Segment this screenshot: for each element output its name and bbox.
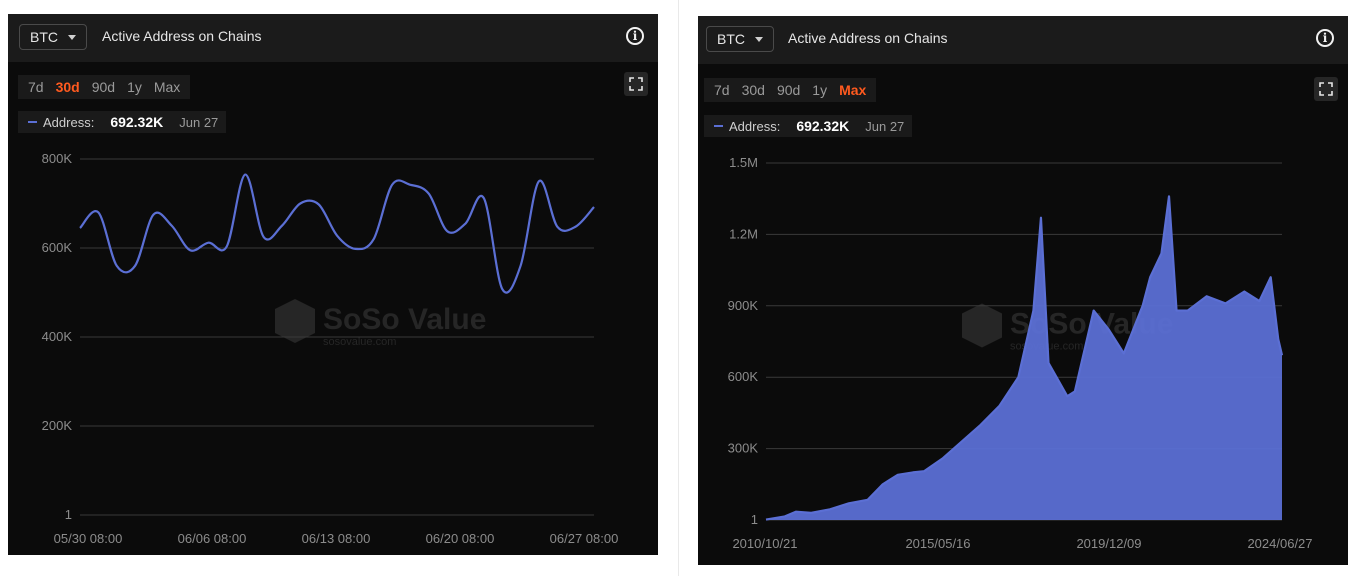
range-tab-1y[interactable]: 1y — [812, 82, 828, 98]
y-tick-label: 400K — [42, 329, 73, 344]
x-tick-label: 2019/12/09 — [1076, 536, 1141, 551]
panel-header: BTC Active Address on Chains i — [698, 16, 1348, 64]
range-tab-max[interactable]: Max — [839, 82, 867, 98]
y-tick-label: 900K — [728, 298, 759, 313]
coin-select-value: BTC — [30, 29, 58, 45]
y-tick-label: 600K — [728, 369, 759, 384]
legend-value: 692.32K — [110, 114, 164, 130]
legend-swatch — [28, 121, 37, 123]
panel-divider — [678, 0, 679, 576]
watermark-brand: SoSo Value — [323, 303, 486, 336]
chart-panel-30d: BTC Active Address on Chains i 7d 30d 90… — [8, 14, 658, 555]
info-circle-icon[interactable]: i — [626, 27, 644, 45]
fullscreen-icon[interactable] — [624, 72, 648, 96]
y-tick-label: 1 — [751, 512, 758, 527]
chevron-down-icon — [68, 35, 76, 40]
legend-swatch — [714, 125, 723, 127]
panel-header: BTC Active Address on Chains i — [8, 14, 658, 62]
range-tab-30d[interactable]: 30d — [55, 79, 80, 95]
area-chart[interactable]: SoSo Valuesosovalue.com1300K600K900K1.2M… — [698, 16, 1348, 565]
legend-value: 692.32K — [796, 118, 850, 134]
y-tick-label: 1 — [65, 507, 72, 522]
legend-date: Jun 27 — [865, 118, 905, 134]
y-tick-label: 600K — [42, 240, 73, 255]
legend-date: Jun 27 — [179, 114, 219, 130]
legend: Address: 692.32K Jun 27 — [18, 111, 227, 133]
x-tick-label: 2015/05/16 — [905, 536, 970, 551]
range-tab-90d[interactable]: 90d — [776, 82, 801, 98]
range-tab-7d[interactable]: 7d — [28, 79, 44, 95]
chevron-down-icon — [755, 37, 763, 42]
x-tick-label: 06/13 08:00 — [302, 531, 371, 546]
y-tick-label: 200K — [42, 418, 73, 433]
range-tab-90d[interactable]: 90d — [91, 79, 116, 95]
coin-select[interactable]: BTC — [19, 24, 87, 50]
range-tabs: 7d 30d 90d 1y Max — [18, 75, 191, 99]
x-tick-label: 2010/10/21 — [732, 536, 797, 551]
watermark-url: sosovalue.com — [323, 336, 396, 348]
fullscreen-icon[interactable] — [1314, 77, 1338, 101]
watermark-logo-icon — [962, 303, 1002, 348]
x-tick-label: 05/30 08:00 — [54, 531, 123, 546]
x-tick-label: 06/20 08:00 — [426, 531, 495, 546]
series-area — [766, 196, 1282, 520]
x-tick-label: 2024/06/27 — [1247, 536, 1312, 551]
chart-panel-max: BTC Active Address on Chains i 7d 30d 90… — [698, 16, 1348, 565]
coin-select-value: BTC — [717, 31, 745, 47]
legend-label: Address: — [43, 114, 95, 130]
legend-label: Address: — [729, 118, 781, 134]
y-tick-label: 300K — [728, 441, 759, 456]
coin-select[interactable]: BTC — [706, 26, 774, 52]
watermark-logo-icon — [275, 299, 315, 343]
range-tab-max[interactable]: Max — [153, 79, 181, 95]
panel-title: Active Address on Chains — [102, 28, 262, 44]
y-tick-label: 1.5M — [729, 155, 758, 170]
x-tick-label: 06/06 08:00 — [178, 531, 247, 546]
range-tabs: 7d 30d 90d 1y Max — [704, 78, 877, 102]
y-tick-label: 800K — [42, 151, 73, 166]
range-tab-30d[interactable]: 30d — [741, 82, 765, 98]
range-tab-7d[interactable]: 7d — [714, 82, 730, 98]
legend: Address: 692.32K Jun 27 — [704, 115, 913, 137]
x-tick-label: 06/27 08:00 — [550, 531, 619, 546]
series-line — [79, 173, 595, 294]
y-tick-label: 1.2M — [729, 226, 758, 241]
panel-title: Active Address on Chains — [788, 30, 948, 46]
range-tab-1y[interactable]: 1y — [127, 79, 142, 95]
info-circle-icon[interactable]: i — [1316, 29, 1334, 47]
